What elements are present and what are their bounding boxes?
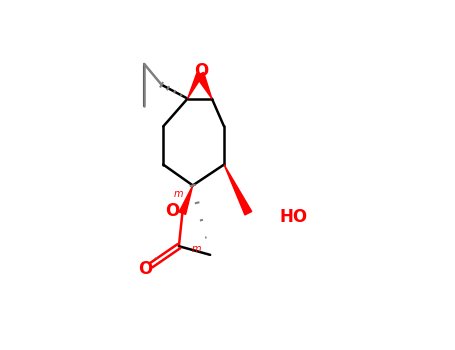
Text: O: O xyxy=(166,202,180,220)
Text: ″: ″ xyxy=(153,256,157,266)
Polygon shape xyxy=(196,72,212,99)
Text: m: m xyxy=(191,244,201,254)
Polygon shape xyxy=(224,164,252,215)
Polygon shape xyxy=(179,186,193,215)
Text: HO: HO xyxy=(279,208,308,226)
Polygon shape xyxy=(187,73,202,99)
Text: O: O xyxy=(138,260,152,278)
Text: O: O xyxy=(194,62,208,80)
Text: m: m xyxy=(174,189,184,199)
